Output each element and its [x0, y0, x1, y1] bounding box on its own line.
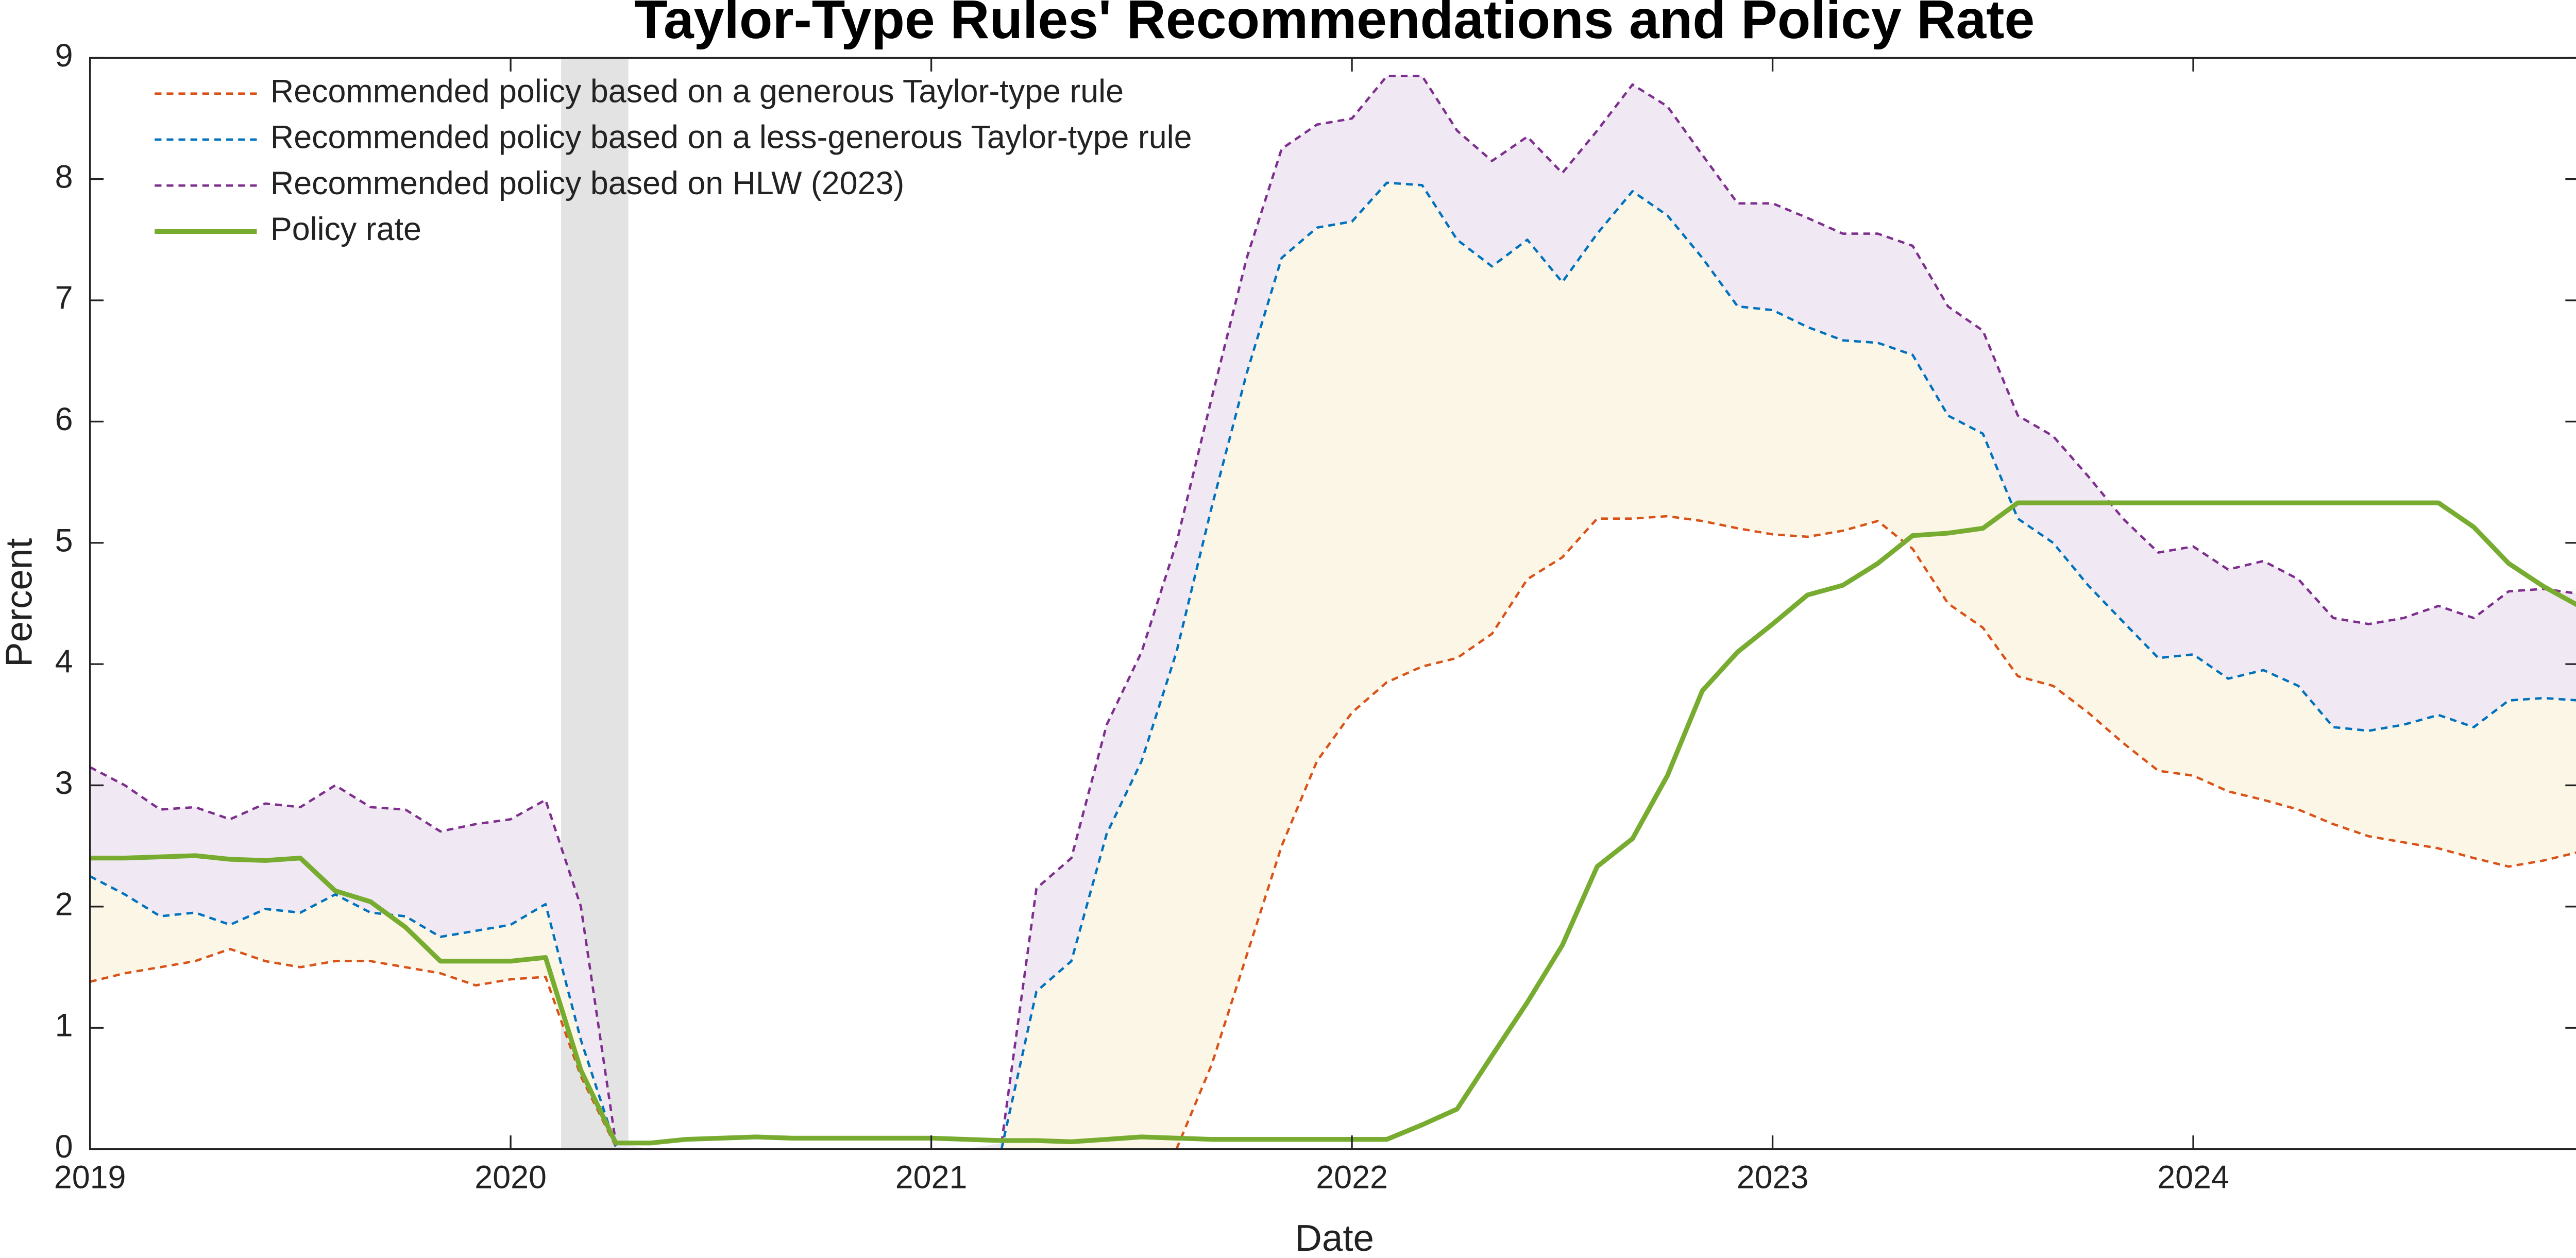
series-line [90, 181, 2576, 1149]
plot-area [90, 58, 2576, 1149]
legend-label: Recommended policy based on a less-gener… [270, 120, 1192, 156]
y-tick-label: 5 [55, 522, 73, 558]
y-tick-label: 9 [55, 38, 73, 74]
band-fill [90, 182, 2576, 1149]
y-tick-label: 6 [55, 401, 73, 437]
y-tick-label: 4 [55, 644, 73, 680]
x-tick-label: 2020 [474, 1160, 547, 1196]
chart-title: Taylor-Type Rules' Recommendations and P… [634, 0, 2035, 50]
legend-label: Recommended policy based on a generous T… [270, 73, 1124, 109]
series-line [90, 515, 2576, 1149]
y-tick-label: 1 [55, 1008, 73, 1044]
x-axis-label: Date [1295, 1217, 1374, 1258]
y-tick-label: 7 [55, 280, 73, 316]
band-fill [90, 76, 2576, 1149]
series-line [90, 75, 2576, 1144]
x-tick-label: 2019 [54, 1160, 126, 1196]
x-tick-label: 2022 [1316, 1160, 1388, 1196]
y-tick-label: 3 [55, 765, 73, 801]
y-tick-label: 2 [55, 886, 73, 922]
x-tick-label: 2023 [1737, 1160, 1809, 1196]
y-tick-label: 0 [55, 1129, 73, 1165]
y-axis-label: Percent [0, 538, 40, 668]
x-tick-label: 2024 [2157, 1160, 2229, 1196]
legend-label: Policy rate [270, 211, 421, 247]
x-tick-label: 2021 [895, 1160, 968, 1196]
legend-label: Recommended policy based on HLW (2023) [270, 165, 904, 201]
plot-frame [89, 57, 2576, 1150]
series-line [90, 500, 2576, 1146]
y-tick-label: 8 [55, 159, 73, 195]
